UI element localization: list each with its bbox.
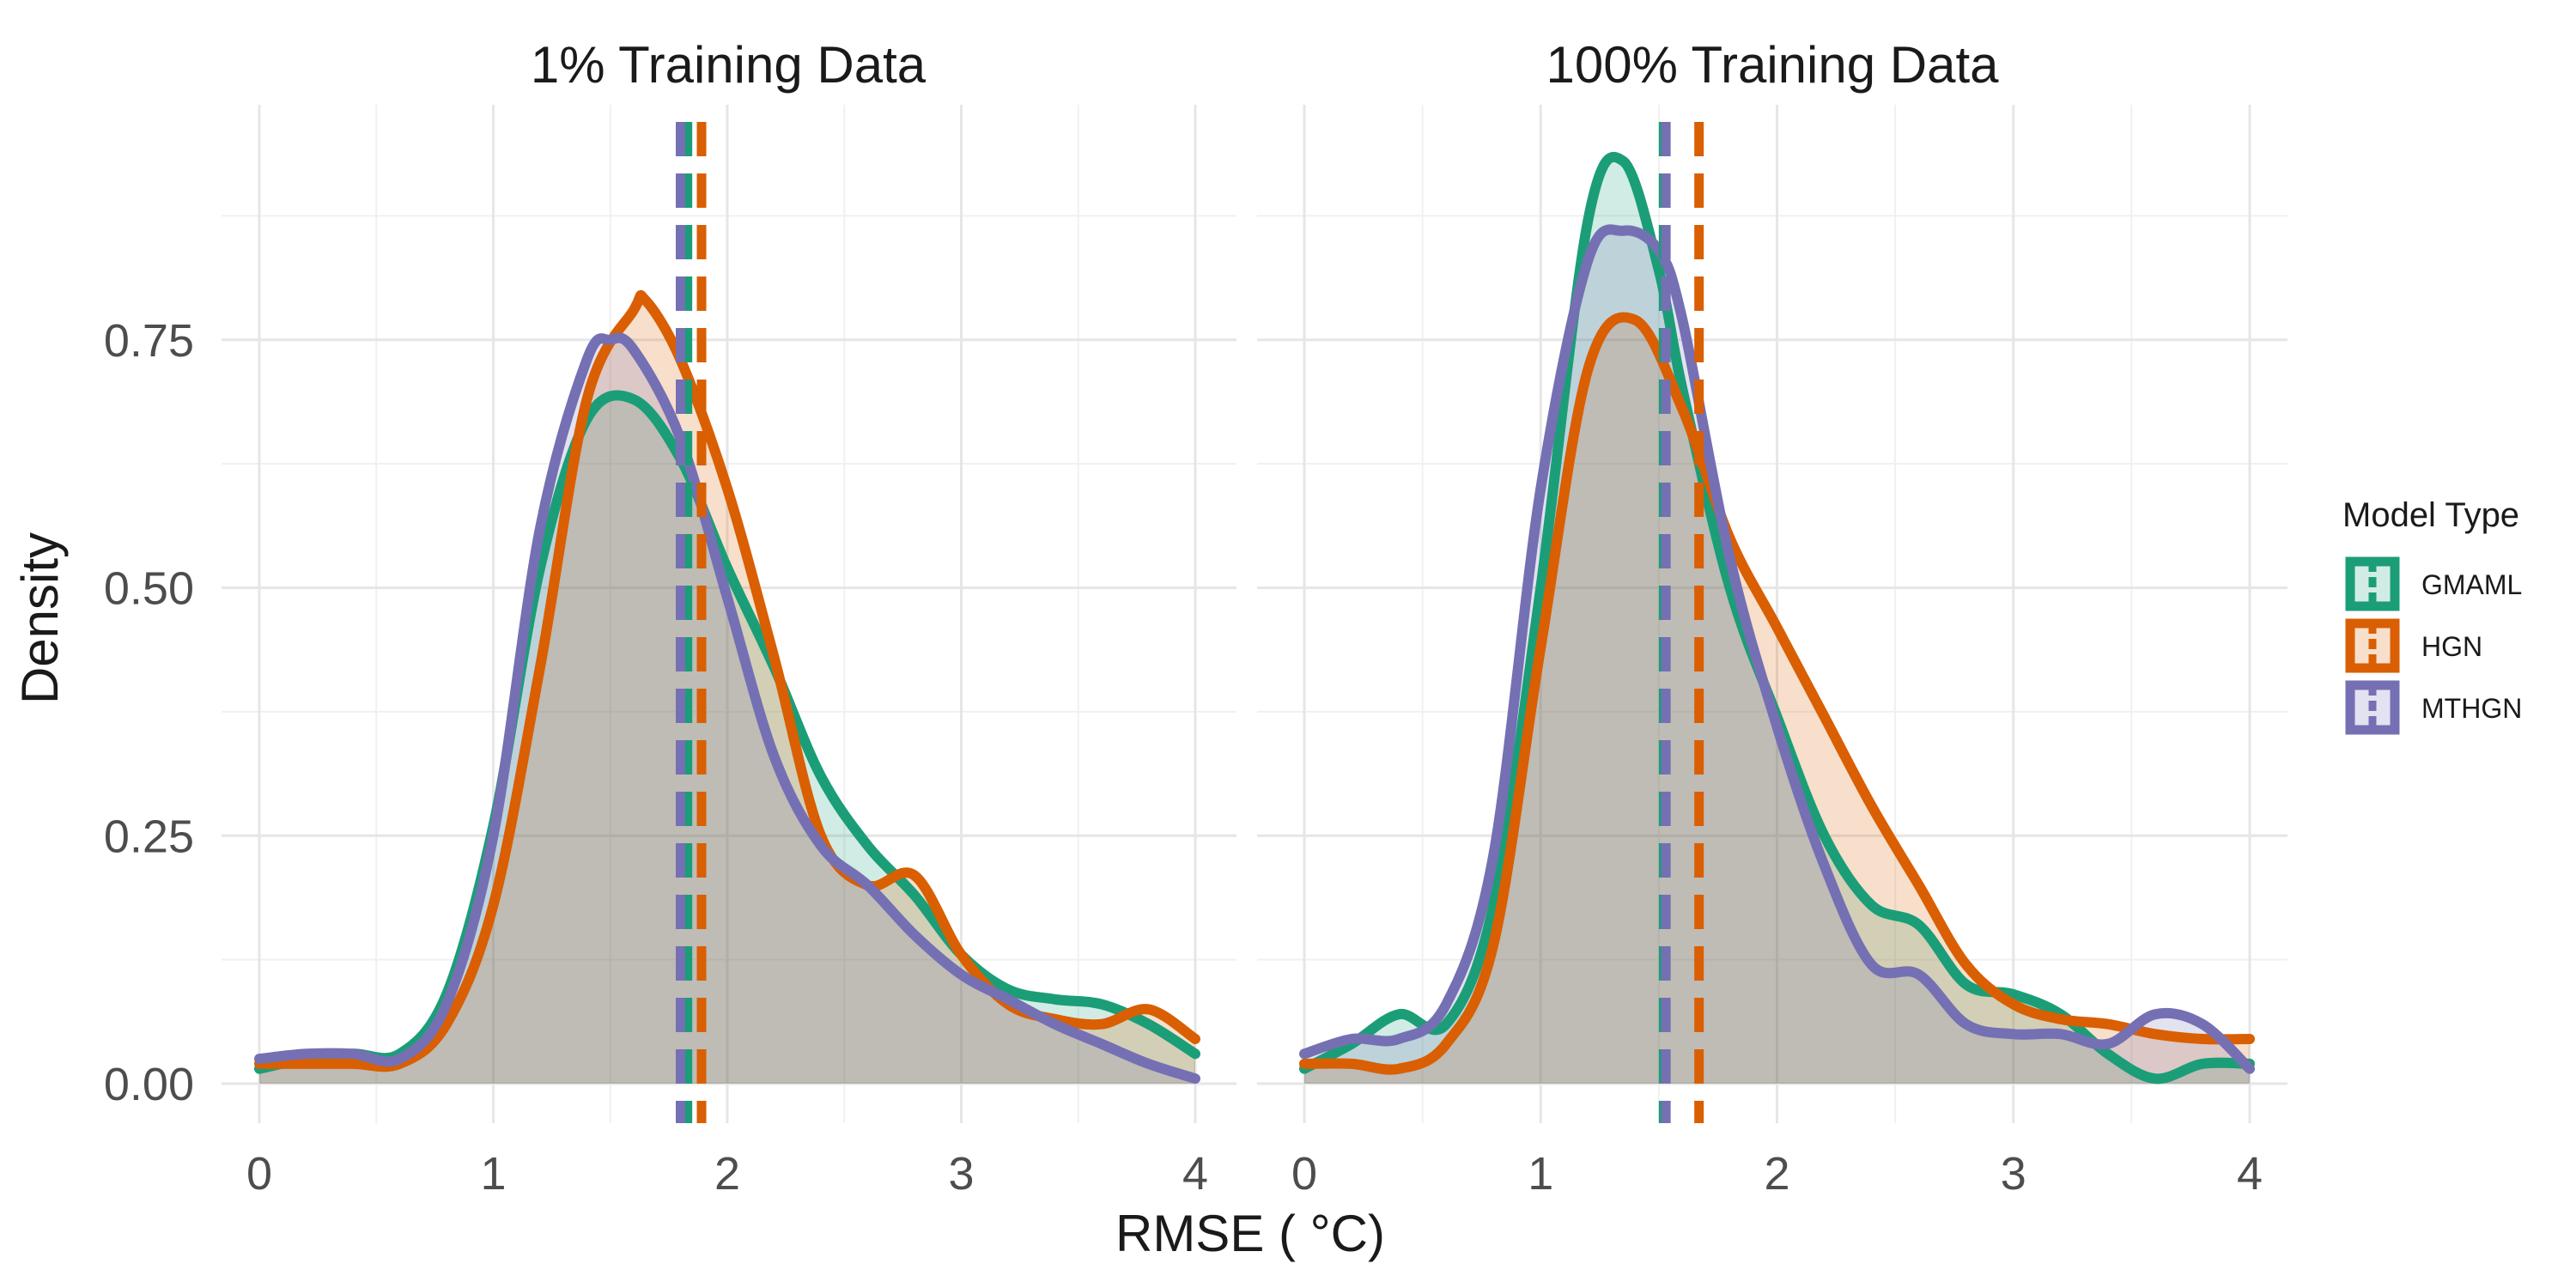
panel-2-area-gmaml [1304, 156, 2250, 1084]
panel-1-x-tick-label: 3 [948, 1148, 974, 1200]
panel-1-x-tick-label: 1 [480, 1148, 506, 1200]
panel-2-plot [1257, 105, 2287, 1123]
panel-2-x-tick-label: 0 [1291, 1148, 1317, 1200]
panel-2-x-tick-label: 2 [1764, 1148, 1789, 1200]
panel-1-x-tick-label: 2 [714, 1148, 740, 1200]
y-axis-tick-labels: 0.00 0.25 0.50 0.75 [104, 315, 194, 1110]
panel-1-x-tick-label: 0 [246, 1148, 272, 1200]
legend-title: Model Type [2342, 496, 2519, 534]
panel-2-x-tick-label: 3 [2001, 1148, 2026, 1200]
legend-label-hgn: HGN [2421, 631, 2482, 662]
legend-items: GMAML HGN MTHGN [2345, 556, 2522, 735]
legend-item-hgn: HGN [2345, 618, 2482, 673]
x-axis-title: RMSE ( °C) [1115, 1205, 1385, 1262]
panel-1-plot [222, 105, 1236, 1123]
legend: Model Type GMAML HGN MTHGN [2342, 496, 2522, 735]
panel-2-title: 100% Training Data [1546, 36, 2000, 94]
panel-1-line-mthgn [254, 332, 1200, 1084]
legend-label-gmaml: GMAML [2421, 569, 2522, 600]
panel-2-x-tick-label: 4 [2237, 1148, 2263, 1200]
y-tick-label: 0.50 [104, 563, 194, 615]
legend-item-gmaml: GMAML [2345, 556, 2522, 611]
y-tick-label: 0.25 [104, 811, 194, 862]
panel-2-area-mthgn [1304, 229, 2250, 1084]
panel-2-area-hgn [1304, 317, 2250, 1084]
y-axis-title: Density [11, 532, 69, 704]
panel-2-x-tick-label: 1 [1528, 1148, 1553, 1200]
panel-2-line-mthgn [1299, 224, 2255, 1074]
panel-2: 100% Training Data [1257, 36, 2287, 1123]
panel-1: 1% Training Data [222, 36, 1236, 1123]
panel-1-x-tick-label: 4 [1182, 1148, 1208, 1200]
y-tick-label: 0.75 [104, 315, 194, 367]
x-axis-tick-labels: 0 1 2 3 4 0 1 2 3 4 [246, 1148, 2263, 1200]
legend-label-mthgn: MTHGN [2421, 693, 2522, 724]
y-tick-label: 0.00 [104, 1059, 194, 1110]
panel-1-title: 1% Training Data [531, 36, 927, 94]
panel-1-area-hgn [259, 295, 1195, 1084]
legend-item-mthgn: MTHGN [2345, 680, 2522, 735]
